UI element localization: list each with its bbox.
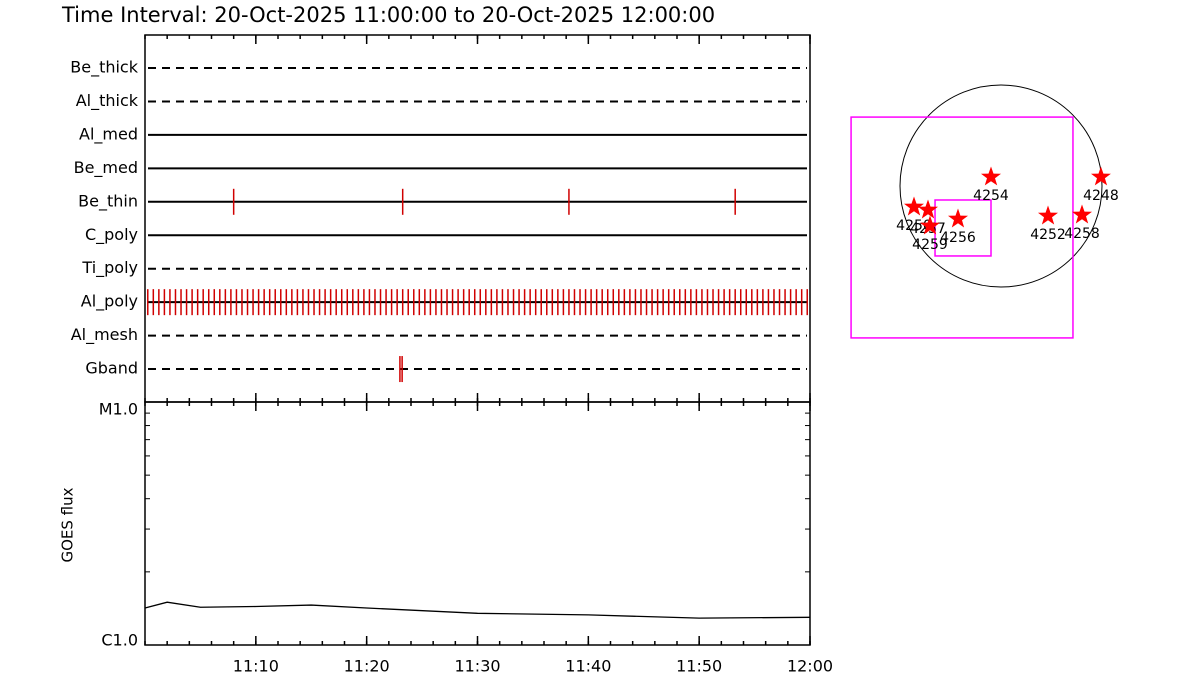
filter-label: Be_thin [78, 191, 138, 211]
filter-label: Gband [85, 359, 138, 378]
region-label: 4248 [1083, 188, 1119, 204]
x-tick-label: 12:00 [787, 657, 833, 676]
region-label: 4258 [1064, 226, 1100, 242]
region-label: 4252 [1030, 227, 1066, 243]
filter-label: Be_thick [70, 58, 138, 78]
filter-label: Al_poly [81, 292, 138, 312]
timeline-frame [144, 34, 811, 403]
filter-label: Al_thick [76, 91, 139, 111]
x-tick-label: 11:30 [454, 657, 500, 676]
y-tick-label: M1.0 [99, 400, 138, 419]
title: Time Interval: 20-Oct-2025 11:00:00 to 2… [61, 3, 715, 27]
active-region [981, 166, 1001, 186]
active-region [948, 208, 968, 228]
x-tick-label: 11:10 [233, 657, 279, 676]
solar-limb [899, 84, 1103, 288]
y-tick-label: C1.0 [101, 631, 138, 650]
active-region [920, 215, 940, 235]
x-tick-label: 11:20 [344, 657, 390, 676]
active-region [1072, 204, 1092, 224]
region-label: 4250 [896, 218, 932, 234]
active-region [1038, 205, 1058, 225]
region-label: 4259 [912, 237, 948, 253]
filter-label: Be_med [74, 158, 138, 178]
field-of-view [934, 199, 992, 257]
goes-frame [144, 401, 811, 646]
filter-label: Ti_poly [81, 258, 138, 278]
region-label: 4256 [940, 230, 976, 246]
field-of-view [850, 116, 1074, 339]
goes-curve [144, 601, 811, 619]
active-region [1091, 166, 1111, 186]
filter-label: Al_mesh [71, 325, 138, 345]
active-region [918, 199, 938, 219]
filter-label: Al_med [79, 124, 138, 144]
x-tick-label: 11:40 [565, 657, 611, 676]
y-axis-label: GOES flux [59, 487, 77, 562]
active-region [904, 196, 924, 216]
x-tick-label: 11:50 [676, 657, 722, 676]
filter-label: C_poly [85, 225, 138, 245]
region-label: 4254 [973, 188, 1009, 204]
